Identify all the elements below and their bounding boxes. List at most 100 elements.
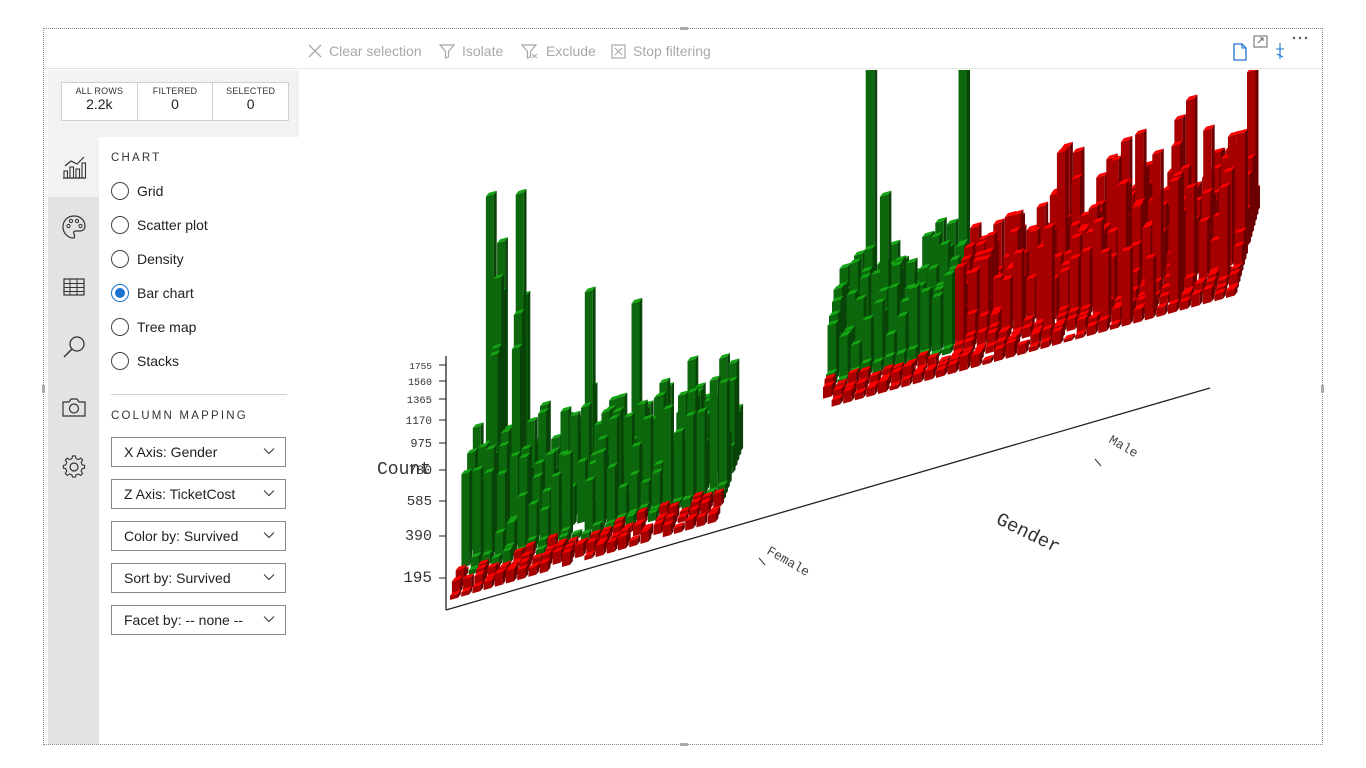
radio-button[interactable]: [111, 182, 129, 200]
bar[interactable]: [1133, 304, 1145, 324]
more-options-icon[interactable]: [1292, 35, 1308, 41]
bar[interactable]: [1069, 253, 1082, 321]
bar[interactable]: [648, 508, 659, 523]
bar[interactable]: [936, 364, 948, 378]
bar[interactable]: [461, 586, 472, 597]
clear-selection-button[interactable]: Clear selection: [308, 41, 422, 61]
chart-type-option[interactable]: Tree map: [111, 316, 196, 338]
chart-type-option[interactable]: Stacks: [111, 350, 179, 372]
stop-filtering-button[interactable]: Stop filtering: [611, 41, 711, 61]
bar[interactable]: [472, 581, 484, 594]
bar[interactable]: [517, 491, 529, 552]
tab-snapshot[interactable]: [48, 377, 99, 437]
document-icon[interactable]: [1233, 43, 1247, 61]
bar[interactable]: [1043, 223, 1055, 338]
radio-button[interactable]: [111, 250, 129, 268]
bar[interactable]: [595, 539, 607, 558]
bar[interactable]: [1169, 175, 1181, 309]
chart-area[interactable]: 195 390 585 780 975 1170 1365 1560 1755 Count Ge…: [300, 53, 1322, 744]
bar[interactable]: [539, 557, 551, 574]
bar[interactable]: [1229, 269, 1241, 287]
bar[interactable]: [618, 531, 629, 551]
bar[interactable]: [1202, 283, 1215, 305]
bar[interactable]: [1191, 288, 1203, 308]
bar[interactable]: [947, 359, 960, 375]
z-axis-dropdown[interactable]: Z Axis: TicketCost: [111, 479, 286, 509]
bar[interactable]: [943, 270, 955, 350]
tab-search[interactable]: [48, 317, 99, 377]
bar[interactable]: [839, 331, 851, 379]
radio-button[interactable]: [111, 284, 129, 302]
bar[interactable]: [707, 509, 719, 525]
bar[interactable]: [547, 532, 558, 552]
resize-handle-left[interactable]: [42, 385, 45, 393]
bar[interactable]: [908, 283, 921, 360]
tab-chart[interactable]: [48, 137, 99, 197]
resize-handle-top[interactable]: [680, 27, 688, 30]
bar[interactable]: [539, 505, 551, 545]
bar[interactable]: [1198, 216, 1211, 280]
bar[interactable]: [1086, 320, 1099, 337]
bar[interactable]: [651, 468, 663, 512]
bar[interactable]: [889, 380, 902, 391]
bar[interactable]: [1121, 245, 1134, 327]
bar[interactable]: [866, 382, 878, 398]
bar[interactable]: [942, 343, 954, 356]
bar[interactable]: [1214, 288, 1226, 302]
bar[interactable]: [1099, 247, 1112, 328]
x-axis-dropdown[interactable]: X Axis: Gender: [111, 437, 286, 467]
bar[interactable]: [958, 57, 970, 295]
bar[interactable]: [674, 427, 685, 505]
bar[interactable]: [584, 550, 596, 561]
isolate-button[interactable]: Isolate: [439, 41, 503, 61]
bar[interactable]: [502, 546, 514, 566]
bar[interactable]: [472, 465, 484, 565]
bar[interactable]: [1063, 333, 1076, 343]
bar[interactable]: [901, 374, 913, 388]
radio-button[interactable]: [111, 318, 129, 336]
bar[interactable]: [959, 350, 971, 372]
bar[interactable]: [700, 497, 711, 517]
bar[interactable]: [1013, 248, 1025, 331]
bar[interactable]: [517, 564, 528, 581]
bar[interactable]: [1076, 314, 1089, 334]
bar[interactable]: [662, 520, 674, 538]
bar[interactable]: [685, 410, 697, 502]
bar[interactable]: [461, 468, 473, 568]
bar[interactable]: [606, 536, 618, 554]
chart-type-option[interactable]: Density: [111, 248, 184, 270]
bar[interactable]: [653, 519, 665, 536]
bar[interactable]: [677, 512, 689, 524]
bar[interactable]: [607, 462, 618, 525]
bar[interactable]: [1081, 246, 1093, 318]
bar[interactable]: [1028, 341, 1041, 353]
chart-type-option[interactable]: Grid: [111, 180, 163, 202]
bar[interactable]: [831, 394, 844, 407]
bar[interactable]: [713, 488, 725, 508]
bar[interactable]: [629, 469, 641, 519]
bar[interactable]: [854, 387, 867, 401]
bar[interactable]: [719, 377, 730, 492]
bar[interactable]: [882, 363, 894, 378]
radio-button[interactable]: [111, 216, 129, 234]
bar[interactable]: [1052, 326, 1064, 346]
bar[interactable]: [982, 354, 994, 366]
focus-mode-icon[interactable]: [1253, 35, 1268, 48]
bar[interactable]: [1001, 274, 1013, 334]
bar[interactable]: [640, 526, 652, 544]
bar[interactable]: [985, 341, 997, 354]
bar[interactable]: [1005, 337, 1018, 359]
resize-handle-bottom[interactable]: [680, 743, 688, 746]
bar[interactable]: [1075, 329, 1087, 340]
bar[interactable]: [483, 576, 495, 591]
bar[interactable]: [827, 319, 839, 382]
bar[interactable]: [584, 475, 596, 532]
bar[interactable]: [595, 447, 607, 528]
bar[interactable]: [1098, 315, 1110, 334]
bar[interactable]: [562, 547, 573, 567]
bar[interactable]: [912, 369, 925, 385]
resize-handle-right[interactable]: [1321, 385, 1324, 393]
bar[interactable]: [1156, 302, 1168, 318]
bar[interactable]: [843, 385, 855, 404]
tab-settings[interactable]: [48, 437, 99, 497]
